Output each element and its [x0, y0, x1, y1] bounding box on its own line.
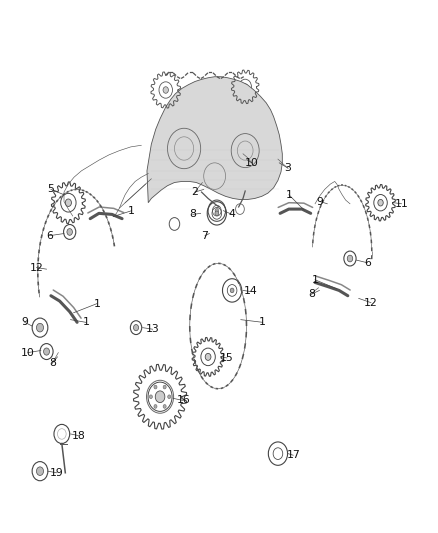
Circle shape — [163, 405, 166, 408]
Text: 7: 7 — [201, 231, 208, 241]
Circle shape — [44, 348, 49, 355]
Text: 10: 10 — [245, 158, 259, 168]
Circle shape — [378, 199, 383, 206]
Text: 8: 8 — [308, 289, 315, 299]
Text: 12: 12 — [364, 297, 378, 308]
Text: 17: 17 — [286, 450, 300, 460]
Text: 6: 6 — [364, 258, 371, 268]
Text: 8: 8 — [189, 209, 196, 220]
Circle shape — [155, 391, 165, 402]
Polygon shape — [147, 77, 283, 203]
Circle shape — [168, 395, 171, 399]
Circle shape — [230, 288, 234, 293]
Circle shape — [163, 385, 166, 389]
Circle shape — [134, 325, 138, 331]
Text: 2: 2 — [191, 187, 198, 197]
Circle shape — [243, 84, 248, 90]
Text: 1: 1 — [286, 190, 292, 200]
Text: 9: 9 — [317, 197, 324, 207]
Circle shape — [67, 229, 72, 235]
Circle shape — [149, 395, 152, 399]
Text: 18: 18 — [71, 431, 85, 441]
Text: 8: 8 — [49, 358, 56, 368]
Text: 19: 19 — [49, 468, 64, 478]
Text: 4: 4 — [229, 209, 236, 220]
Text: 5: 5 — [47, 184, 54, 195]
Circle shape — [215, 208, 219, 213]
Text: 6: 6 — [46, 231, 53, 241]
Text: 11: 11 — [395, 199, 408, 209]
Text: 9: 9 — [21, 317, 28, 327]
Text: 13: 13 — [146, 324, 159, 334]
Text: 1: 1 — [82, 317, 89, 327]
Circle shape — [154, 385, 157, 389]
Circle shape — [36, 324, 43, 332]
Circle shape — [65, 199, 71, 206]
Circle shape — [36, 467, 43, 475]
Text: 10: 10 — [21, 348, 35, 358]
Text: 1: 1 — [93, 298, 100, 309]
Text: 1: 1 — [311, 275, 318, 285]
Circle shape — [163, 87, 169, 93]
Circle shape — [215, 211, 219, 216]
Circle shape — [347, 255, 353, 262]
Text: 15: 15 — [220, 353, 234, 363]
Text: 16: 16 — [177, 395, 190, 406]
Circle shape — [205, 353, 211, 360]
Text: 3: 3 — [285, 163, 291, 173]
Text: 1: 1 — [259, 317, 266, 327]
Text: 12: 12 — [30, 263, 43, 272]
Text: 1: 1 — [128, 206, 135, 216]
Circle shape — [154, 405, 157, 408]
Text: 14: 14 — [244, 286, 257, 296]
